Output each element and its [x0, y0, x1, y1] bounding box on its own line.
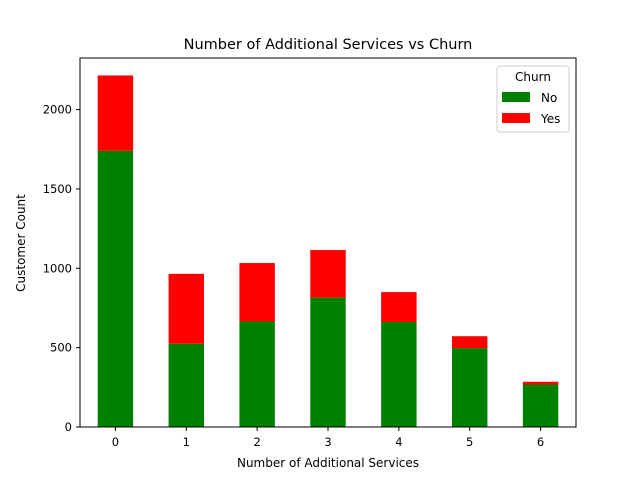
bar-yes-6	[522, 381, 559, 385]
legend-label-no: No	[541, 91, 557, 105]
x-tick-label-4: 4	[395, 435, 402, 449]
x-tick-label-0: 0	[112, 435, 119, 449]
bar-yes-5	[452, 336, 488, 349]
legend-swatch-yes	[502, 113, 530, 123]
bars-layer	[97, 75, 559, 427]
legend-label-yes: Yes	[540, 112, 560, 126]
x-tick-label-1: 1	[183, 435, 190, 449]
x-tick-label-6: 6	[537, 435, 544, 449]
bar-no-6	[522, 384, 559, 427]
bar-no-3	[310, 297, 346, 427]
y-tick-label-1500: 1500	[43, 182, 72, 196]
bar-yes-2	[239, 263, 275, 322]
y-tick-label-500: 500	[50, 341, 72, 355]
legend-swatch-no	[502, 92, 530, 102]
legend-title: Churn	[515, 70, 551, 84]
bar-yes-0	[97, 75, 134, 151]
bar-no-5	[452, 348, 488, 427]
y-axis-label: Customer Count	[14, 194, 28, 292]
bar-yes-3	[310, 250, 346, 298]
chart-title: Number of Additional Services vs Churn	[184, 37, 473, 53]
bar-no-4	[381, 321, 417, 427]
bar-yes-1	[168, 273, 204, 344]
x-tick-label-3: 3	[324, 435, 331, 449]
x-axis-label: Number of Additional Services	[237, 456, 419, 470]
bar-yes-4	[381, 292, 417, 322]
bar-no-0	[97, 150, 134, 427]
bar-no-1	[168, 343, 204, 427]
y-tick-label-2000: 2000	[43, 103, 72, 117]
axes-layer: 0 1 2 3 4 5 6 0 500 1000 1500 2000	[43, 57, 577, 449]
x-tick-label-2: 2	[253, 435, 260, 449]
legend: Churn No Yes	[496, 65, 570, 133]
y-tick-label-0: 0	[65, 420, 72, 434]
bar-no-2	[239, 321, 275, 427]
x-tick-label-5: 5	[466, 435, 473, 449]
y-tick-label-1000: 1000	[43, 261, 72, 275]
